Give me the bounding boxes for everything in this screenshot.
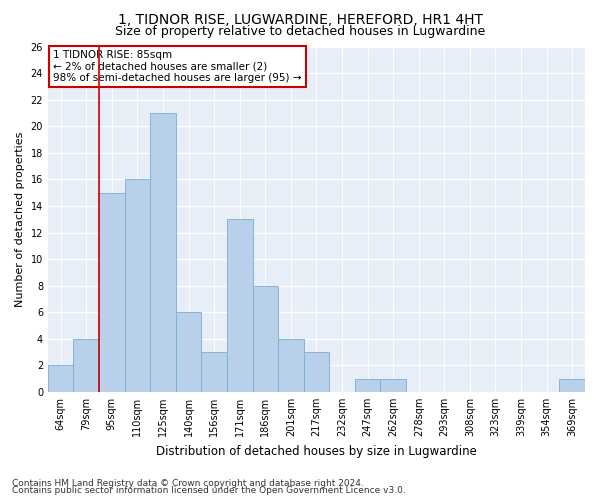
- Y-axis label: Number of detached properties: Number of detached properties: [15, 132, 25, 307]
- Bar: [150, 113, 176, 392]
- Bar: [278, 339, 304, 392]
- Text: Contains HM Land Registry data © Crown copyright and database right 2024.: Contains HM Land Registry data © Crown c…: [12, 478, 364, 488]
- Bar: [73, 339, 99, 392]
- Bar: [355, 378, 380, 392]
- Bar: [304, 352, 329, 392]
- Text: Size of property relative to detached houses in Lugwardine: Size of property relative to detached ho…: [115, 25, 485, 38]
- X-axis label: Distribution of detached houses by size in Lugwardine: Distribution of detached houses by size …: [156, 444, 477, 458]
- Bar: [99, 192, 125, 392]
- Bar: [202, 352, 227, 392]
- Bar: [125, 180, 150, 392]
- Bar: [559, 378, 585, 392]
- Bar: [48, 366, 73, 392]
- Text: 1, TIDNOR RISE, LUGWARDINE, HEREFORD, HR1 4HT: 1, TIDNOR RISE, LUGWARDINE, HEREFORD, HR…: [118, 12, 482, 26]
- Bar: [253, 286, 278, 392]
- Bar: [380, 378, 406, 392]
- Bar: [176, 312, 202, 392]
- Text: 1 TIDNOR RISE: 85sqm
← 2% of detached houses are smaller (2)
98% of semi-detache: 1 TIDNOR RISE: 85sqm ← 2% of detached ho…: [53, 50, 302, 83]
- Bar: [227, 219, 253, 392]
- Text: Contains public sector information licensed under the Open Government Licence v3: Contains public sector information licen…: [12, 486, 406, 495]
